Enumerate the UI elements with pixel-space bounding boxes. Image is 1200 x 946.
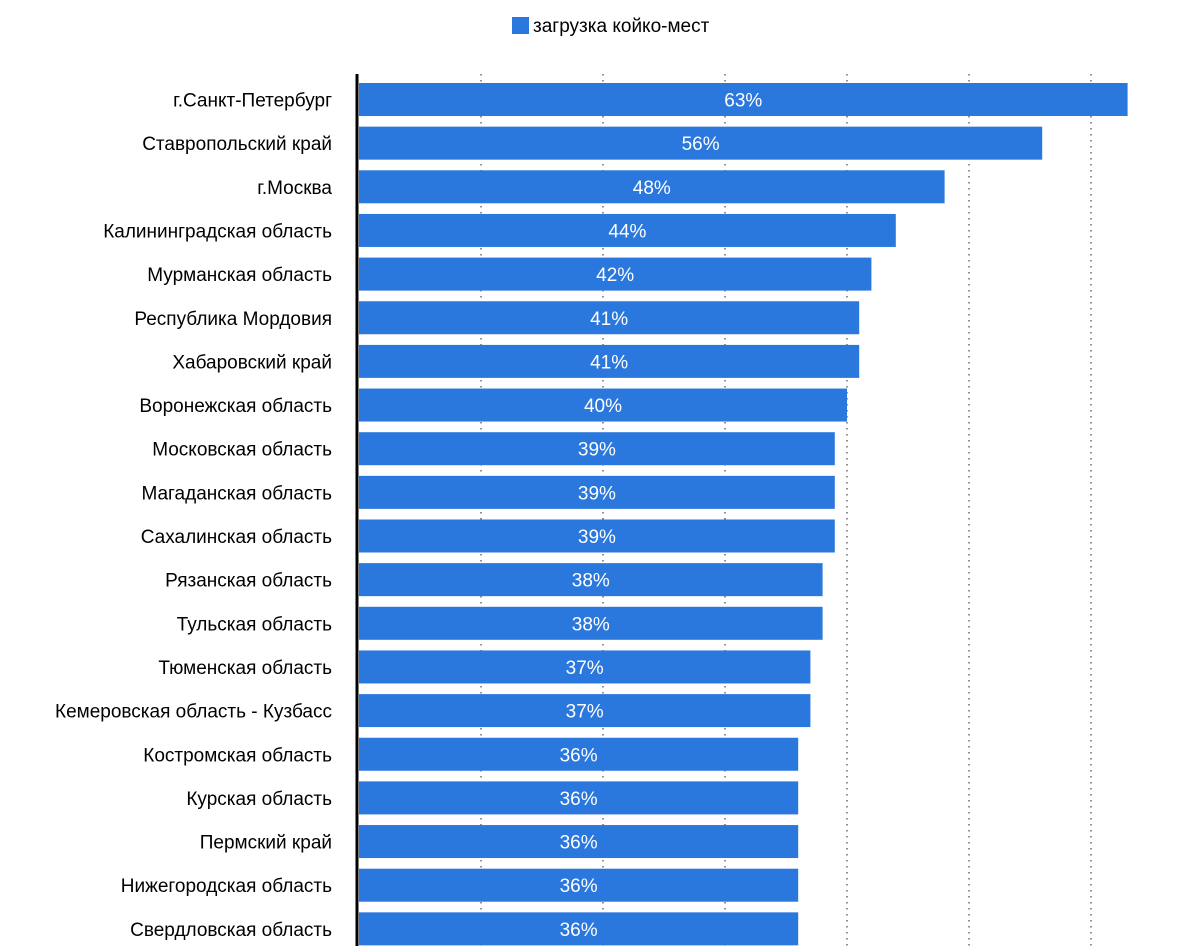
bar [359,563,823,597]
category-label: г.Санкт-Петербург [173,91,332,112]
bar-value-label: 38% [572,614,610,635]
bar-value-label: 63% [724,91,762,112]
bar [359,650,811,684]
category-label: Кемеровская область - Кузбасс [55,702,332,723]
category-label: Пермский край [200,833,332,854]
bar [359,301,860,335]
legend: загрузка койко-мест [512,16,710,37]
category-label: Хабаровский край [172,352,332,373]
bar [359,606,823,640]
value-labels: 63% 56% 48% 44% 42% 41% 41% 40% 39% 39% 39% 38% 38% 3… [560,91,763,941]
bar-value-label: 36% [560,789,598,810]
bar-value-label: 37% [566,702,604,723]
category-label: Республика Мордовия [134,309,332,330]
bar [359,737,799,771]
bar [359,519,835,553]
bar-value-label: 44% [608,221,646,242]
category-label: Тюменская область [158,658,332,679]
bar-value-label: 36% [560,745,598,766]
bar [359,213,896,247]
bar [359,83,1128,116]
category-label: Ставропольский край [142,134,332,155]
bar [359,388,847,422]
bar [359,475,835,509]
bar [359,868,799,902]
bar-value-label: 36% [560,833,598,854]
bar-value-label: 48% [633,178,671,199]
bar-value-label: 56% [682,134,720,155]
bar-value-label: 39% [578,527,616,548]
bar-value-label: 39% [578,483,616,504]
bar [359,912,799,946]
category-label: Сахалинская область [141,527,332,548]
bar [359,781,799,815]
bar [359,170,945,204]
bar-value-label: 40% [584,396,622,417]
bar [359,432,835,466]
category-label: Курская область [186,789,332,810]
category-label: Московская область [152,440,332,461]
category-label: Магаданская область [141,483,332,504]
bar [359,694,811,728]
bar [359,257,872,291]
legend-label: загрузка койко-мест [533,16,710,37]
category-label: Воронежская область [139,396,332,417]
bar-value-label: 41% [590,352,628,373]
category-label: Костромская область [143,745,332,766]
bar-value-label: 39% [578,440,616,461]
category-label: Свердловская область [130,920,332,941]
bar-value-label: 42% [596,265,634,286]
category-label: Нижегородская область [121,876,332,897]
bar-value-label: 38% [572,571,610,592]
bar-value-label: 41% [590,309,628,330]
gridlines [480,74,1092,946]
bar [359,126,1043,160]
bar-value-label: 36% [560,920,598,941]
category-label: г.Москва [257,178,332,199]
category-label: Мурманская область [147,265,332,286]
bar [359,344,860,378]
bar-value-label: 37% [566,658,604,679]
category-label: Рязанская область [165,571,332,592]
bar [359,825,799,859]
bar-value-label: 36% [560,876,598,897]
legend-swatch [512,17,529,34]
category-label: Тульская область [177,614,332,635]
bars [359,83,1128,946]
category-label: Калининградская область [103,221,332,242]
category-labels: г.Санкт-Петербург Ставропольский край г.Мо… [55,91,332,941]
